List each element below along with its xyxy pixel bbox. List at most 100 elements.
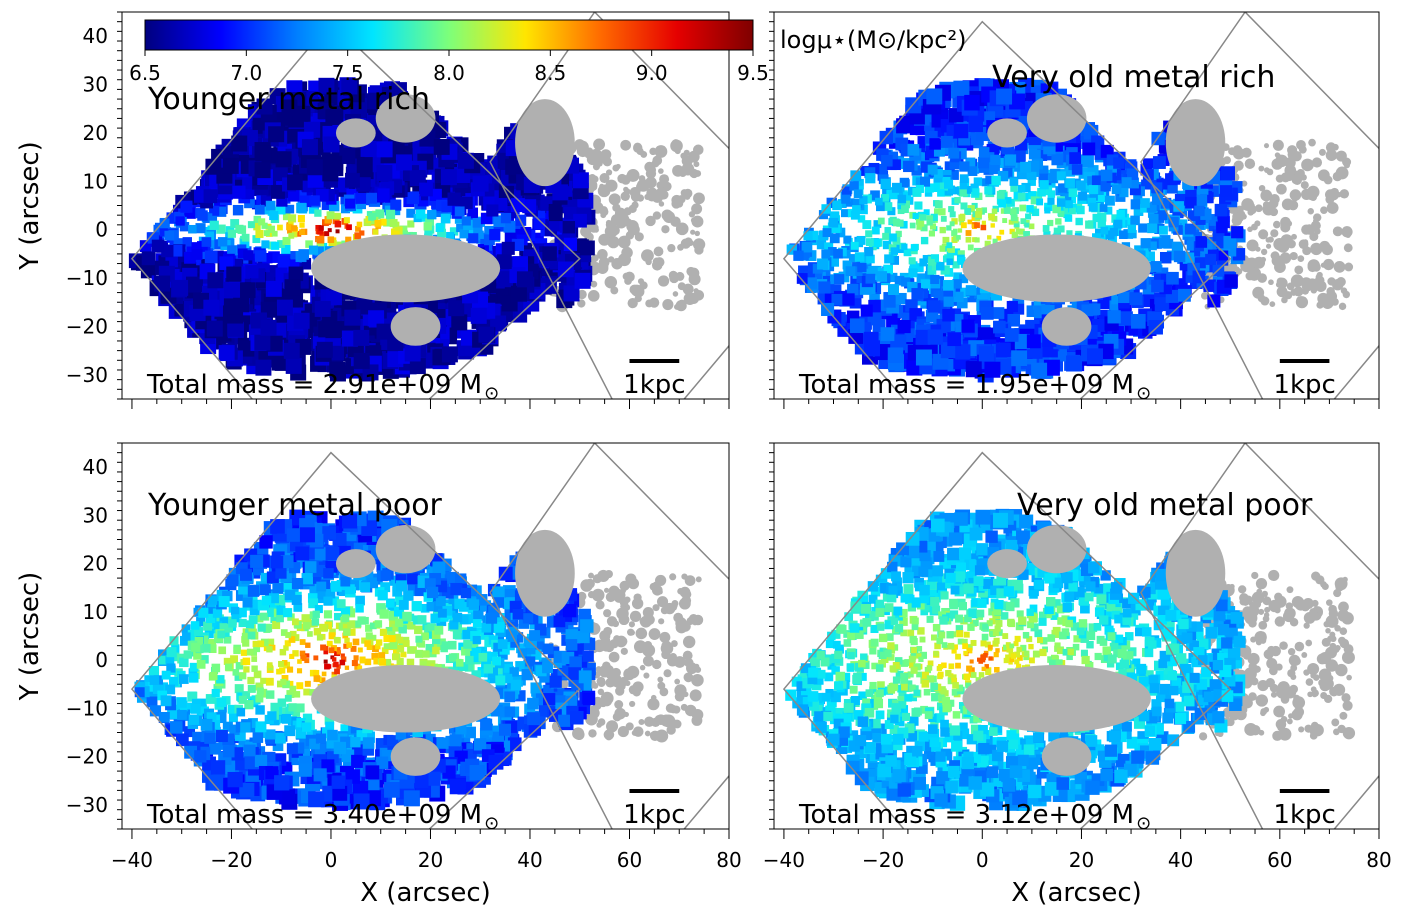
bin [956, 235, 961, 240]
bin [1224, 244, 1237, 257]
bin [1020, 161, 1032, 173]
bin [955, 344, 971, 360]
bin [1026, 170, 1037, 181]
bin [1194, 205, 1205, 217]
masked-pixel [691, 150, 697, 157]
bin [947, 332, 962, 347]
masked-pixel [1294, 265, 1304, 275]
bin [959, 174, 969, 184]
bin [852, 205, 861, 214]
bin [951, 230, 958, 237]
bin [293, 312, 310, 329]
bin [857, 215, 866, 223]
masked-pixel [1287, 145, 1298, 156]
bin [435, 223, 444, 232]
bin [354, 232, 362, 240]
bin [1017, 192, 1026, 201]
masked-pixel [677, 282, 686, 291]
masked-pixel [652, 211, 662, 220]
bin [1217, 216, 1230, 229]
bin [239, 282, 256, 299]
bin [929, 223, 937, 230]
bin [920, 279, 931, 289]
scale-bar-label: 1kpc [1273, 370, 1335, 400]
bin [864, 247, 874, 257]
bin [869, 292, 880, 304]
masked-pixel [605, 169, 613, 176]
masked-pixel [645, 258, 652, 266]
masked-pixel [1313, 213, 1322, 222]
bin [390, 82, 407, 99]
bin [243, 250, 254, 261]
bin [1140, 198, 1150, 208]
masked-pixel [655, 729, 669, 743]
masked-pixel [596, 676, 606, 686]
bin [942, 169, 952, 179]
bin [1062, 193, 1072, 203]
bin [261, 222, 268, 229]
masked-pixel [614, 700, 624, 709]
bin [890, 247, 898, 255]
bin [326, 640, 333, 647]
masked-pixel [625, 722, 634, 731]
bin [954, 196, 961, 204]
bin [934, 200, 943, 209]
bin [1078, 191, 1088, 201]
bin [821, 249, 831, 259]
bin [1055, 218, 1062, 225]
masked-pixel [603, 587, 610, 593]
bin [268, 251, 280, 263]
y-tick-label: 30 [83, 73, 108, 97]
bin [498, 649, 508, 660]
bin [340, 724, 351, 734]
bin [209, 205, 220, 216]
bin [917, 151, 930, 164]
masked-pixel [1258, 229, 1269, 240]
bin [407, 646, 415, 654]
bin [1129, 292, 1143, 306]
bin [1189, 246, 1201, 257]
bin [287, 174, 303, 191]
bin [965, 285, 977, 296]
bin [1159, 251, 1172, 264]
masked-pixel [624, 277, 632, 285]
bin [341, 78, 358, 95]
masked-pixel [1245, 271, 1255, 281]
bin [948, 169, 959, 180]
bin [899, 177, 910, 188]
bin [379, 218, 387, 226]
bin [793, 250, 804, 261]
bin [1009, 228, 1015, 235]
bin [880, 327, 895, 342]
bin [381, 647, 389, 655]
masked-pixel [641, 249, 654, 263]
bin [850, 241, 859, 250]
bin [1141, 179, 1152, 190]
bin [265, 200, 276, 211]
bin [933, 176, 943, 186]
bin [232, 185, 246, 199]
footprint-outline [489, 12, 729, 399]
bin [946, 242, 953, 249]
bin [291, 225, 298, 232]
masked-pixel [671, 719, 679, 728]
bin [549, 219, 561, 232]
bin [865, 230, 873, 238]
masked-pixel [623, 711, 629, 718]
masked-blob [390, 307, 441, 346]
masked-pixel [657, 275, 670, 287]
bin [865, 238, 874, 247]
bin [1154, 297, 1169, 312]
bin [880, 178, 891, 190]
bin [829, 257, 840, 267]
bin [1088, 303, 1101, 316]
bin [459, 228, 469, 239]
bin [353, 329, 370, 346]
bin [865, 273, 876, 284]
bin [866, 254, 875, 264]
bin [1011, 350, 1028, 367]
bin [365, 624, 373, 632]
bin [314, 246, 324, 256]
bin [580, 240, 595, 256]
bin [355, 225, 361, 232]
